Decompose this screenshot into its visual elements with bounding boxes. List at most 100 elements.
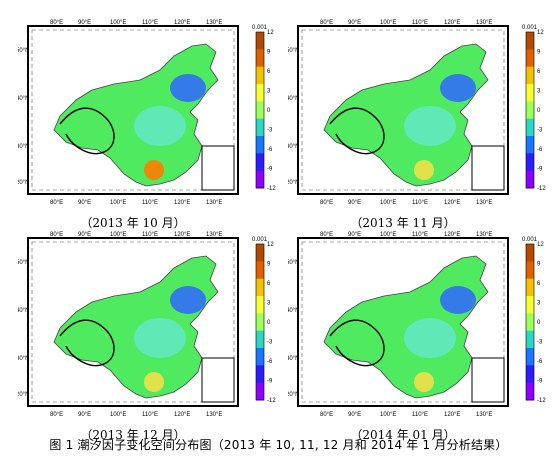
lat-label: 40°N [288,308,299,314]
positive-anomaly-patch [414,372,434,392]
bottom-lon-label: 130°E [206,412,222,418]
top-lon-label: 120°E [444,20,460,26]
top-lon-label: 80°E [50,232,63,238]
top-lon-label: 80°E [50,20,63,26]
colorbar-segment [526,136,534,154]
colorbar-segment [256,84,264,102]
figure-caption: 图 1 潮汐因子变化空间分布图（2013 年 10, 11, 12 月和 201… [49,438,508,452]
top-lon-label: 90°E [78,20,91,26]
lat-label: 30°N [288,356,299,362]
bottom-lon-label: 80°E [50,412,63,418]
colorbar-tick-label: 6 [537,281,541,287]
top-lon-label: 90°E [348,232,361,238]
bottom-lon-label: 90°E [348,200,361,206]
colorbar-segment [256,101,264,120]
china-region [53,255,219,399]
colorbar-unit: 0.001 [522,237,538,243]
negative-anomaly-patch [440,286,476,314]
bottom-lon-label: 90°E [78,200,91,206]
colorbar-segment [526,49,534,68]
map-inner-frame [301,241,505,403]
south-china-sea-inset [201,145,235,191]
colorbar-segment [256,118,264,137]
bottom-lon-label: 80°E [50,200,63,206]
top-lon-label: 130°E [476,232,492,238]
colorbar-tick-label: -9 [537,379,543,385]
negative-anomaly-patch [440,74,476,102]
lat-label: 20°N [288,180,299,186]
colorbar-tick-label: -12 [267,398,276,404]
china-region [323,255,489,399]
top-lon-label: 110°E [142,20,158,26]
colorbar-segment [526,101,534,120]
colorbar-segment [526,296,534,314]
colorbar-unit: 0.001 [252,237,268,243]
colorbar-tick-label: 0 [267,320,271,326]
colorbar-tick-label: 12 [537,242,544,248]
colorbar-segment [526,244,534,262]
colorbar-tick-label: -12 [537,398,546,404]
lat-label: 30°N [18,144,29,150]
colorbar-segment [526,330,534,349]
negative-anomaly-patch [170,286,206,314]
top-lon-label: 100°E [380,232,396,238]
colorbar-segment [256,382,264,401]
colorbar-tick-label: 6 [267,69,271,75]
colorbar-tick-label: -6 [267,147,273,153]
south-china-sea-inset [471,357,505,403]
contour-line [59,107,115,155]
map-inner-frame [31,29,235,191]
colorbar-tick-label: 3 [537,89,541,95]
lat-label: 20°N [18,180,29,186]
panel-caption: （2013 年 12 月） [80,428,186,442]
contour-line [59,319,115,367]
colorbar-tick-label: 9 [267,50,271,56]
colorbar-tick-label: -9 [537,167,543,173]
colorbar-segment [526,32,534,50]
colorbar-segment [256,278,264,297]
colorbar-tick-label: -9 [267,379,273,385]
lat-label: 30°N [288,144,299,150]
colorbar-tick-label: 12 [267,242,274,248]
south-china-sea-inset [471,145,505,191]
top-lon-label: 80°E [320,232,333,238]
colorbar-tick-label: 0 [537,320,541,326]
colorbar-unit: 0.001 [252,25,268,31]
colorbar-tick-label: -3 [537,340,543,346]
bottom-lon-label: 100°E [110,412,126,418]
contour-line [329,319,385,367]
colorbar-tick-label: -12 [267,186,276,192]
colorbar-segment [526,170,534,189]
map-panel-4: 0.001 12 9 6 3 0 -3 -6 -9 -12 80°E 90°E 100°E 110°E 12… [288,230,557,448]
top-lon-label: 110°E [412,20,428,26]
bottom-lon-label: 100°E [110,200,126,206]
lat-label: 20°N [288,392,299,398]
bottom-lon-label: 120°E [174,200,190,206]
lat-label: 20°N [18,392,29,398]
lat-label: 40°N [18,308,29,314]
bottom-lon-label: 110°E [142,200,158,206]
colorbar-tick-label: 0 [537,108,541,114]
colorbar-segment [526,84,534,102]
cyan-patch [134,106,186,146]
bottom-lon-label: 130°E [476,412,492,418]
colorbar-segment [256,313,264,332]
top-lon-label: 130°E [206,20,222,26]
bottom-lon-label: 110°E [412,200,428,206]
contour-line [329,107,385,155]
colorbar-segment [256,261,264,280]
top-lon-label: 100°E [110,20,126,26]
bottom-lon-label: 110°E [412,412,428,418]
map-panel-1: 0.001 12 9 6 3 0 -3 -6 -9 -12 80°E 90°E 100°E 110°E 12… [18,18,290,236]
colorbar-border [255,31,265,189]
top-lon-label: 110°E [142,232,158,238]
lat-label: 40°N [18,96,29,102]
map-inner-frame [301,29,505,191]
china-region [53,43,219,187]
panel-caption: （2013 年 11 月） [350,216,456,230]
top-lon-label: 120°E [444,232,460,238]
bottom-lon-label: 130°E [206,200,222,206]
